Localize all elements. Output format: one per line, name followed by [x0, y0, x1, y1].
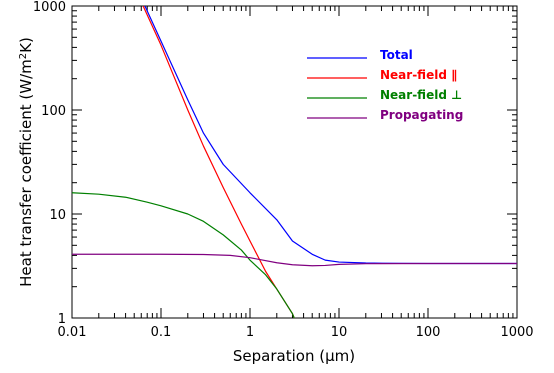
series-line-near-field	[72, 192, 295, 318]
x-tick-label: 10	[331, 325, 348, 340]
y-tick-label: 100	[41, 104, 66, 119]
tick-labels: 0.01 0.1 1 10 100 1000 1 10 100 1000	[33, 0, 534, 340]
y-axis-title-tail: K)	[17, 37, 35, 53]
x-tick-label: 1	[246, 325, 254, 340]
series-line-propagating	[72, 253, 517, 267]
plot-frame	[71, 5, 518, 319]
legend: Total Near-field ∥ Near-field ⊥ Propagating	[307, 48, 463, 122]
x-tick-label: 100	[416, 325, 441, 340]
x-tick-label: 0.01	[58, 325, 87, 340]
legend-label: Propagating	[380, 108, 463, 122]
y-axis-title-superscript: 2	[18, 53, 29, 59]
x-tick-label: 0.1	[151, 325, 172, 340]
x-tick-label: 1000	[500, 325, 533, 340]
series-line-total	[144, 6, 517, 265]
axis-ticks	[71, 5, 518, 319]
y-tick-label: 10	[49, 208, 66, 223]
y-tick-label: 1	[58, 312, 66, 327]
y-axis-title-main: Heat transfer coefficient (W/m	[17, 59, 35, 287]
y-axis-title: Heat transfer coefficient (W/m2K)	[17, 37, 35, 287]
legend-label: Total	[380, 48, 413, 62]
x-axis-title: Separation (μm)	[233, 347, 355, 365]
legend-label: Near-field ∥	[380, 68, 457, 82]
y-tick-label: 1000	[33, 0, 66, 15]
series-lines	[72, 6, 517, 318]
legend-label: Near-field ⊥	[380, 88, 462, 102]
